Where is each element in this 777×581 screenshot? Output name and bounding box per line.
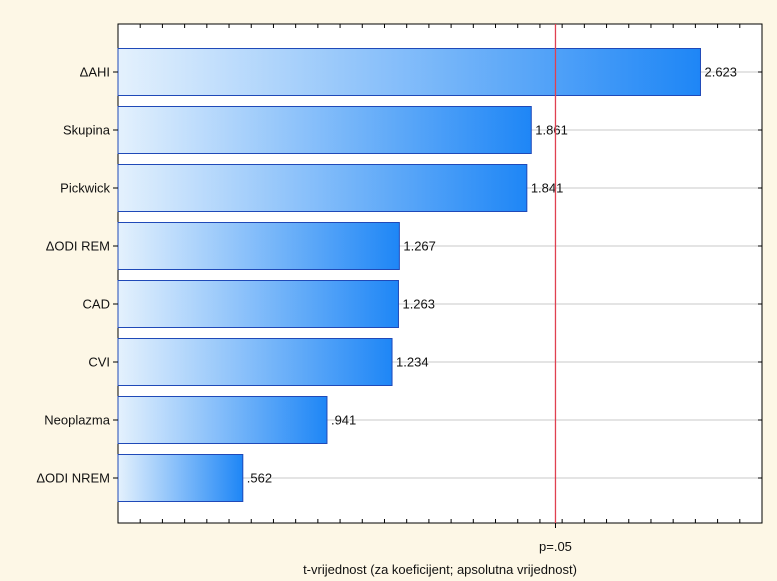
reference-label: p=.05	[539, 539, 572, 554]
bar	[117, 280, 399, 328]
bar	[117, 454, 244, 502]
value-label: 2.623	[704, 65, 737, 80]
value-label: 1.841	[531, 181, 564, 196]
value-label: 1.234	[396, 355, 429, 370]
category-label: ΔODI REM	[46, 239, 110, 254]
bar	[117, 106, 532, 154]
value-label: .562	[247, 471, 272, 486]
value-label: .941	[331, 413, 356, 428]
category-label: Skupina	[63, 123, 111, 138]
value-label: 1.267	[403, 239, 436, 254]
value-label: 1.263	[402, 297, 435, 312]
category-label: ΔODI NREM	[36, 471, 110, 486]
category-label: CAD	[83, 297, 110, 312]
bar	[117, 338, 393, 386]
category-label: CVI	[88, 355, 110, 370]
plot-area	[117, 23, 763, 524]
category-label: ΔAHI	[80, 65, 110, 80]
bar	[117, 164, 528, 212]
value-label: 1.861	[535, 123, 568, 138]
bar	[117, 396, 328, 444]
category-label: Pickwick	[60, 181, 110, 196]
x-axis-label: t-vrijednost (za koeficijent; apsolutna …	[303, 562, 577, 577]
bar	[117, 48, 701, 96]
category-label: Neoplazma	[44, 413, 111, 428]
bar	[117, 222, 400, 270]
